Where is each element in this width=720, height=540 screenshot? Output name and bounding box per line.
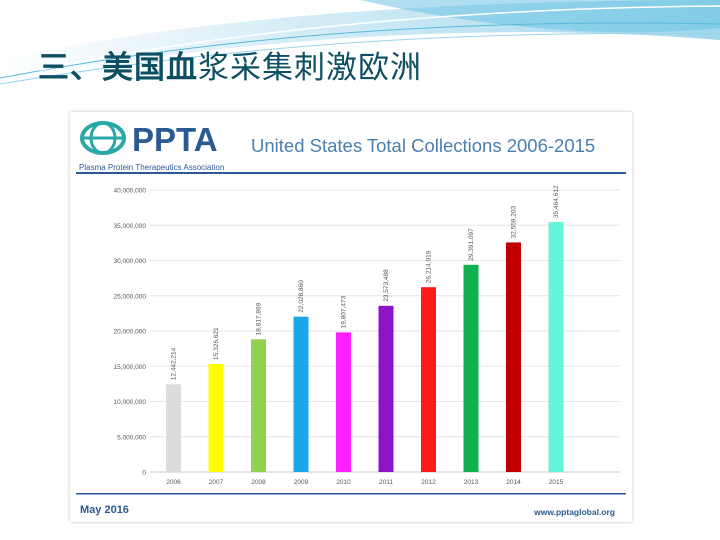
chart-title: United States Total Collections 2006-201… (251, 135, 595, 156)
bar-value-label: 22,028,860 (298, 280, 305, 313)
header-rule (76, 172, 626, 174)
slide-title: 三、美国血浆采集刺激欧洲 (38, 42, 422, 87)
footer-date: May 2016 (80, 504, 129, 516)
ppta-logo-text: PPTA (132, 121, 218, 158)
x-tick-label: 2012 (421, 479, 436, 486)
bar-value-label: 32,559,203 (511, 206, 518, 239)
bar (506, 242, 521, 472)
y-tick-label: 35,000,000 (113, 223, 146, 230)
bar (378, 305, 394, 472)
x-tick-label: 2013 (464, 479, 479, 486)
bar (463, 264, 479, 472)
slide-title-rest: 浆采集刺激欧洲 (198, 50, 422, 86)
bar-value-label: 19,807,473 (341, 295, 348, 328)
bar (548, 221, 564, 472)
y-tick-label: 30,000,000 (113, 258, 146, 265)
bar-value-label: 15,326,621 (213, 327, 220, 360)
y-tick-label: 10,000,000 (113, 399, 146, 406)
bar (251, 339, 266, 472)
x-tick-label: 2009 (294, 479, 309, 486)
x-tick-label: 2007 (209, 479, 224, 486)
x-tick-label: 2011 (379, 479, 393, 486)
ppta-logo: PPTA Plasma Protein Therapeutics Associa… (79, 121, 224, 172)
chart-card: PPTA Plasma Protein Therapeutics Associa… (70, 112, 632, 522)
x-tick-label: 2006 (166, 479, 181, 486)
ppta-globe-icon (80, 121, 126, 155)
bar (336, 332, 351, 472)
x-tick-label: 2015 (549, 479, 564, 486)
bar (421, 287, 436, 472)
bar-value-label: 23,573,488 (383, 269, 390, 302)
y-tick-label: 15,000,000 (113, 364, 146, 371)
x-tick-label: 2010 (336, 479, 351, 486)
x-tick-label: 2008 (251, 479, 266, 486)
bar-chart: PPTA Plasma Protein Therapeutics Associa… (76, 121, 626, 517)
bar-value-label: 12,442,214 (171, 347, 178, 380)
bar (293, 316, 309, 472)
bar (208, 363, 224, 472)
footer-url: www.pptaglobal.org (533, 507, 615, 517)
slide-title-bold: 三、美国血 (38, 50, 198, 86)
header-swoosh-decoration (0, 0, 720, 85)
footer-rule (76, 493, 626, 495)
bar-value-label: 18,817,869 (256, 302, 263, 335)
ppta-logo-subtitle: Plasma Protein Therapeutics Association (79, 163, 224, 172)
y-tick-label: 20,000,000 (113, 329, 146, 336)
bar-value-label: 29,391,097 (468, 228, 475, 261)
bar-value-label: 26,214,019 (426, 250, 433, 283)
bar-value-label: 35,464,612 (553, 185, 560, 218)
y-tick-label: 0 (142, 470, 146, 477)
y-tick-label: 25,000,000 (113, 293, 146, 300)
bar (166, 384, 181, 472)
y-tick-label: 5,000,000 (117, 434, 146, 441)
plot-area: 0 5,000,000 10,000,000 15,000,000 20,000,000… (113, 185, 620, 486)
y-tick-label: 40,000,000 (113, 188, 146, 195)
x-tick-label: 2014 (506, 479, 521, 486)
